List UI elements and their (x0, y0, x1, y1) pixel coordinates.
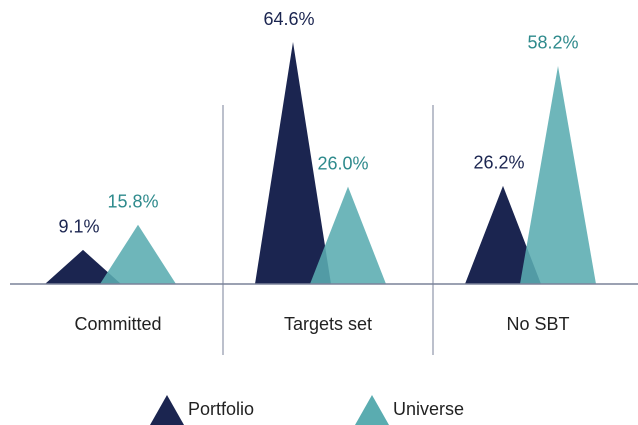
x-tick-label: No SBT (506, 314, 569, 334)
triangle (465, 185, 541, 284)
x-tick-label: Committed (74, 314, 161, 334)
x-tick-label: Targets set (284, 314, 372, 334)
legend-label: Portfolio (188, 399, 254, 419)
value-label: 58.2% (527, 33, 578, 53)
legend-icon (150, 395, 184, 425)
triangle (255, 42, 331, 284)
legend-icon (355, 395, 389, 425)
value-label: 15.8% (107, 192, 158, 212)
value-label: 64.6% (263, 9, 314, 29)
value-label: 26.2% (473, 153, 524, 173)
triangle (310, 186, 386, 284)
value-label: 26.0% (317, 153, 368, 173)
triangle (520, 65, 596, 284)
triangle (45, 249, 121, 284)
legend-label: Universe (393, 399, 464, 419)
triangle (100, 224, 176, 284)
value-label: 9.1% (58, 217, 99, 237)
